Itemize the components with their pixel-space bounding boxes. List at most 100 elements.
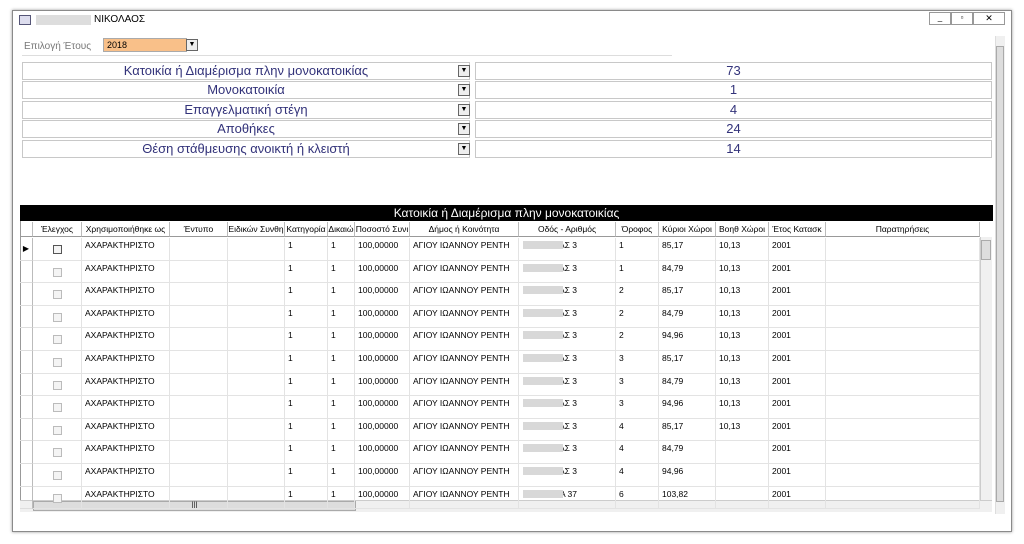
grid-cell: ΑΧΑΡΑΚΤΗΡΙΣΤΟ	[82, 396, 170, 419]
row-selector	[20, 486, 33, 510]
grid-cell: 1	[328, 351, 355, 374]
grid-cell: ΑΧΑΡΑΚΤΗΡΙΣΤΟ	[82, 351, 170, 374]
grid-cell: ΑΓΙΟΥ ΙΩΑΝΝΟΥ ΡΕΝΤΗ	[410, 373, 519, 397]
grid-cell	[228, 238, 285, 261]
window-icon	[19, 15, 31, 25]
grid-cell	[716, 441, 769, 464]
grid-cell: 4	[616, 464, 659, 487]
grid-cell	[170, 351, 228, 374]
maximize-button[interactable]: ▫	[951, 12, 973, 25]
grid-cell: 100,00000	[355, 373, 410, 397]
column-header: Κύριοι Χώροι	[659, 222, 716, 237]
checkbox[interactable]	[53, 448, 62, 458]
grid-cell: 1	[328, 283, 355, 306]
grid-cell: 100,00000	[355, 396, 410, 419]
grid-cell: 2001	[769, 351, 826, 374]
checkbox-cell	[33, 418, 82, 442]
grid-title: Κατοικία ή Διαμέρισμα πλην μονοκατοικίας	[20, 205, 993, 221]
checkbox[interactable]	[53, 493, 62, 503]
row-selector	[20, 396, 33, 419]
year-dropdown[interactable]: ▼	[186, 39, 198, 51]
grid-cell: 100,00000	[355, 441, 410, 464]
grid-cell	[826, 418, 980, 442]
grid-cell: ΑΓΙΟΥ ΙΩΑΝΝΟΥ ΡΕΝΤΗ	[410, 418, 519, 442]
checkbox[interactable]	[53, 380, 62, 390]
grid-cell	[716, 486, 769, 510]
redaction	[523, 489, 563, 498]
checkbox[interactable]	[53, 245, 62, 254]
grid-cell	[826, 486, 980, 510]
grid-cell: 1	[616, 260, 659, 284]
grid-cell: ΙΑΣ 3	[519, 351, 616, 374]
grid-cell: 100,00000	[355, 283, 410, 306]
grid-cell: ΙΑΣ 3	[519, 396, 616, 419]
grid-cell: ΙΑΣ 3	[519, 305, 616, 329]
scroll-thumb[interactable]	[996, 46, 1004, 502]
summary-dropdown[interactable]: ▼	[458, 123, 470, 135]
checkbox-cell	[33, 351, 82, 374]
summary-dropdown[interactable]: ▼	[458, 84, 470, 96]
checkbox[interactable]	[53, 471, 62, 480]
grid-cell: 1	[285, 238, 328, 261]
column-header: Χρησιμοποιήθηκε ως	[82, 222, 170, 237]
checkbox[interactable]	[53, 425, 62, 435]
column-header: Έλεγχος	[33, 222, 82, 237]
checkbox-cell	[33, 328, 82, 351]
grid-cell: 3	[616, 373, 659, 397]
grid-cell: 2001	[769, 283, 826, 306]
grid-cell	[826, 238, 980, 261]
redaction	[523, 331, 563, 340]
summary-dropdown[interactable]: ▼	[458, 143, 470, 155]
checkbox[interactable]	[53, 290, 62, 300]
summary-label: Θέση στάθμευσης ανοικτή ή κλειστή	[22, 140, 470, 158]
checkbox[interactable]	[53, 312, 62, 322]
grid-cell: 2001	[769, 328, 826, 351]
grid-cell: ΑΓΙΟΥ ΙΩΑΝΝΟΥ ΡΕΝΤΗ	[410, 305, 519, 329]
grid-cell: 4	[616, 441, 659, 464]
checkbox[interactable]	[53, 403, 62, 413]
checkbox-cell	[33, 486, 82, 510]
grid-cell: 100,00000	[355, 328, 410, 351]
grid-cell: 1	[328, 260, 355, 284]
close-button[interactable]: ✕	[973, 12, 1005, 25]
grid-cell: 85,17	[659, 283, 716, 306]
grid-vertical-scrollbar[interactable]	[980, 237, 992, 500]
grid-cell: 1	[328, 373, 355, 397]
grid-cell: 2001	[769, 418, 826, 442]
grid-cell: 10,13	[716, 305, 769, 329]
column-header: Δικαιώ	[328, 222, 355, 237]
checkbox-cell	[33, 441, 82, 464]
grid-cell: ΑΧΑΡΑΚΤΗΡΙΣΤΟ	[82, 418, 170, 442]
column-header: Οδός - Αριθμός	[519, 222, 616, 237]
grid-cell	[826, 328, 980, 351]
grid-cell: 6	[616, 486, 659, 510]
row-selector: ▶	[20, 238, 33, 261]
grid-cell	[170, 441, 228, 464]
grid-h-scroll-thumb[interactable]: |||	[33, 501, 356, 511]
grid-cell	[228, 418, 285, 442]
grid-cell	[170, 238, 228, 261]
grid-cell	[826, 260, 980, 284]
year-select[interactable]: 2018	[103, 38, 187, 52]
grid-scroll-thumb[interactable]	[981, 240, 991, 260]
grid-cell: 94,96	[659, 396, 716, 419]
grid-cell: ΙΑΣ 3	[519, 283, 616, 306]
column-header: Βοηθ Χώροι	[716, 222, 769, 237]
grid-cell: 10,13	[716, 328, 769, 351]
grid-cell	[170, 328, 228, 351]
checkbox-cell	[33, 305, 82, 329]
checkbox[interactable]	[53, 358, 62, 367]
grid-cell: ΙΑΣ 3	[519, 464, 616, 487]
summary-label: Επαγγελματική στέγη	[22, 101, 470, 119]
checkbox[interactable]	[53, 335, 62, 345]
grid-cell: 10,13	[716, 373, 769, 397]
grid-cell	[826, 441, 980, 464]
column-header: Ποσοστό Συνι	[355, 222, 410, 237]
minimize-button[interactable]: _	[929, 12, 951, 25]
summary-dropdown[interactable]: ▼	[458, 104, 470, 116]
summary-dropdown[interactable]: ▼	[458, 65, 470, 77]
grid-cell	[228, 305, 285, 329]
grid-cell: ΑΧΑΡΑΚΤΗΡΙΣΤΟ	[82, 486, 170, 510]
summary-count: 4	[475, 101, 992, 119]
checkbox[interactable]	[53, 267, 62, 277]
